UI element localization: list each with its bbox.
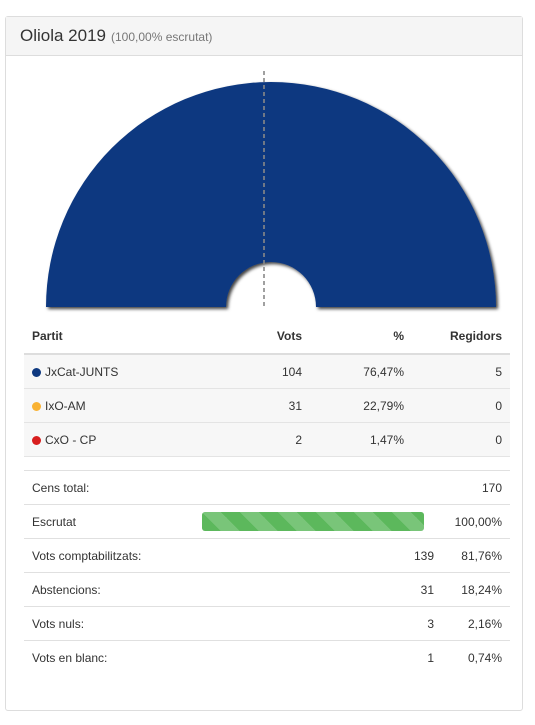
seats-cell: 0: [412, 388, 510, 423]
scrutiny-progress-bar: [202, 512, 424, 531]
counted-row: Vots comptabilitzats: 139 81,76%: [24, 538, 510, 573]
null-votes: 3: [427, 616, 434, 631]
table-row: CxO - CP 2 1,47% 0: [24, 422, 510, 457]
seats-cell: 5: [412, 354, 510, 389]
blank-label: Vots en blanc:: [32, 650, 108, 665]
scrutiny-value: 100,00%: [454, 514, 502, 529]
abstention-label: Abstencions:: [32, 582, 101, 597]
votes-cell: 2: [230, 422, 310, 457]
null-label: Vots nuls:: [32, 616, 85, 631]
scrutiny-row: Escrutat 100,00%: [24, 504, 510, 539]
census-label: Cens total:: [32, 480, 90, 495]
blank-votes: 1: [427, 650, 434, 665]
scrutiny-progress-fill: [202, 512, 424, 531]
abstention-row: Abstencions: 31 18,24%: [24, 572, 510, 607]
results-panel: Oliola 2019 (100,00% escrutat) Partit Vo…: [5, 16, 523, 711]
votes-cell: 31: [230, 388, 310, 423]
percent-cell: 1,47%: [310, 422, 412, 457]
counted-pct: 81,76%: [461, 548, 502, 563]
page-title: Oliola 2019: [20, 26, 107, 45]
seat-arc-jxcat-junts: [46, 82, 496, 307]
seats-cell: 0: [412, 422, 510, 457]
null-pct: 2,16%: [467, 616, 502, 631]
party-color-dot: [32, 435, 41, 445]
col-seats: Regidors: [412, 319, 510, 355]
panel-header: Oliola 2019 (100,00% escrutat): [6, 17, 522, 56]
col-percent: %: [310, 319, 412, 355]
party-cell: JxCat-JUNTS: [24, 354, 230, 389]
abstention-pct: 18,24%: [461, 582, 502, 597]
col-party: Partit: [24, 319, 230, 355]
counted-votes: 139: [413, 548, 434, 563]
scrutiny-subtitle: (100,00% escrutat): [111, 30, 213, 44]
counted-label: Vots comptabilitzats:: [32, 548, 142, 563]
table-row: IxO-AM 31 22,79% 0: [24, 388, 510, 423]
party-color-dot: [32, 367, 41, 377]
census-row: Cens total: 170: [24, 470, 510, 505]
blank-pct: 0,74%: [467, 650, 502, 665]
party-name: CxO - CP: [45, 432, 97, 447]
votes-cell: 104: [230, 354, 310, 389]
table-row: JxCat-JUNTS 104 76,47% 5: [24, 354, 510, 389]
percent-cell: 76,47%: [310, 354, 412, 389]
null-row: Vots nuls: 3 2,16%: [24, 606, 510, 641]
blank-row: Vots en blanc: 1 0,74%: [24, 640, 510, 675]
abstention-votes: 31: [420, 582, 434, 597]
party-name: JxCat-JUNTS: [45, 364, 119, 379]
party-cell: IxO-AM: [24, 388, 230, 423]
percent-cell: 22,79%: [310, 388, 412, 423]
seats-chart: [46, 71, 496, 307]
party-color-dot: [32, 401, 41, 411]
col-votes: Vots: [230, 319, 310, 355]
results-table: Partit Vots % Regidors JxCat-JUNTS 104 7…: [24, 319, 510, 457]
party-cell: CxO - CP: [24, 422, 230, 457]
party-name: IxO-AM: [45, 398, 86, 413]
scrutiny-label: Escrutat: [32, 514, 77, 529]
turnout-table: Cens total: 170 Escrutat 100,00% Vots co…: [24, 470, 510, 674]
census-value: 170: [481, 480, 502, 495]
